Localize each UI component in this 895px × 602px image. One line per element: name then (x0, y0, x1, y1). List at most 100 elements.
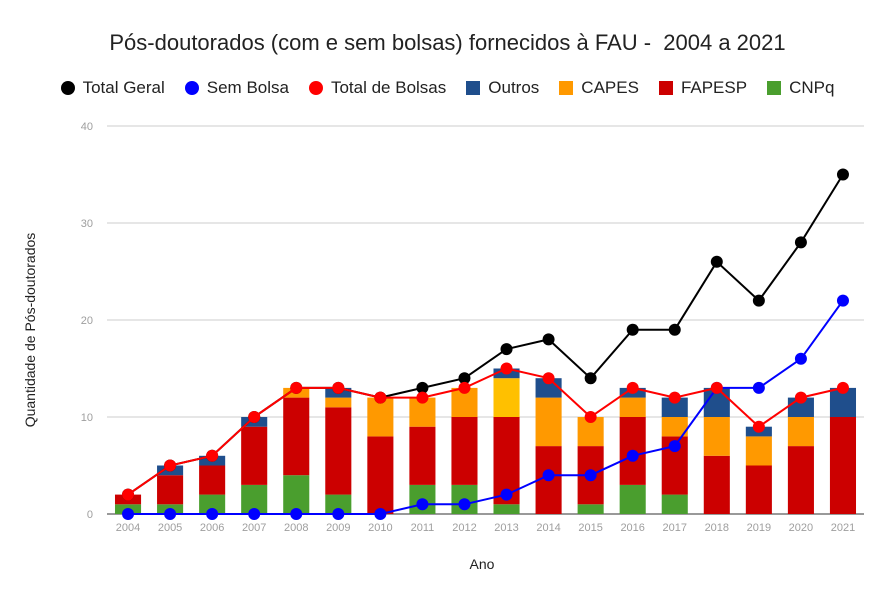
x-tick-label: 2015 (578, 522, 602, 534)
y-tick-label: 0 (87, 509, 93, 521)
x-tick-label: 2017 (663, 522, 687, 534)
x-tick-label: 2009 (326, 522, 350, 534)
bar-cnpq-2009 (325, 494, 352, 514)
chart-title: Pós-doutorados (com e sem bolsas) fornec… (109, 30, 786, 55)
point-total-geral-2018 (710, 255, 723, 268)
legend-swatch (767, 81, 782, 95)
point-total-de-bolsas-2021 (836, 381, 849, 394)
bar-capes-2019 (745, 436, 772, 466)
legend-item: CNPq (767, 78, 834, 98)
legend-item: Total Geral (60, 78, 165, 98)
x-tick-label: 2010 (368, 522, 392, 534)
bar-cnpq-2017 (661, 494, 688, 514)
point-total-de-bolsas-2006 (206, 449, 219, 462)
point-total-geral-2021 (836, 168, 849, 181)
y-tick-label: 30 (81, 218, 93, 230)
bar-fapesp-2010 (367, 436, 394, 514)
point-total-de-bolsas-2020 (794, 391, 807, 404)
x-tick-label: 2004 (116, 522, 140, 534)
legend-label: CNPq (789, 78, 835, 97)
x-tick-label: 2014 (536, 522, 560, 534)
point-sem-bolsa-2006 (206, 508, 219, 520)
x-tick-label: 2005 (158, 522, 182, 534)
line-total-de-bolsas (127, 367, 844, 496)
x-tick-label: 2006 (200, 522, 224, 534)
point-total-de-bolsas-2009 (332, 381, 345, 394)
bar-capes-2017 (661, 417, 688, 437)
point-total-de-bolsas-2012 (458, 381, 471, 394)
legend-label: Total de Bolsas (330, 78, 447, 97)
point-total-de-bolsas-2004 (122, 488, 135, 501)
point-total-de-bolsas-2013 (500, 362, 513, 375)
legend-item: Sem Bolsa (184, 78, 289, 98)
bar-fapesp-2007 (241, 426, 268, 485)
point-total-de-bolsas-2017 (668, 391, 681, 404)
point-sem-bolsa-2007 (248, 508, 261, 520)
point-sem-bolsa-2010 (374, 508, 387, 520)
legend-label: Total Geral (82, 78, 165, 97)
legend-item: Total de Bolsas (308, 78, 447, 98)
x-tick-label: 2008 (284, 522, 308, 534)
point-sem-bolsa-2015 (584, 469, 597, 482)
legend-label: CAPES (581, 78, 639, 97)
legend-item: FAPESP (658, 78, 747, 98)
x-tick-label: 2018 (705, 522, 729, 534)
x-tick-label: 2019 (747, 522, 771, 534)
point-total-de-bolsas-2011 (416, 391, 429, 404)
point-total-geral-2011 (416, 381, 429, 394)
y-tick-label: 10 (81, 412, 93, 424)
legend-swatch (184, 81, 199, 95)
bar-fapesp-2020 (787, 446, 814, 514)
line-sem-bolsa (128, 300, 844, 515)
point-sem-bolsa-2005 (164, 508, 177, 520)
y-tick-label: 40 (81, 121, 93, 133)
x-tick-label: 2020 (789, 522, 813, 534)
point-sem-bolsa-2014 (542, 469, 555, 482)
point-total-de-bolsas-2019 (752, 420, 765, 433)
point-sem-bolsa-2013 (500, 488, 513, 501)
legend-item: CAPES (559, 78, 639, 98)
x-tick-label: 2012 (452, 522, 476, 534)
point-sem-bolsa-2016 (626, 449, 639, 462)
bar-capes-2009 (325, 397, 352, 408)
point-sem-bolsa-2017 (668, 440, 681, 453)
legend-swatch (559, 81, 574, 95)
point-total-geral-2016 (626, 323, 639, 336)
bar-capes-2013 (493, 378, 520, 417)
bar-fapesp-2009 (325, 407, 352, 495)
bar-fapesp-2005 (157, 475, 184, 505)
bar-capes-2016 (619, 397, 646, 417)
legend-swatch (466, 81, 481, 95)
point-total-geral-2020 (794, 236, 807, 249)
bar-fapesp-2018 (703, 455, 730, 514)
bar-cnpq-2006 (199, 494, 226, 514)
point-total-de-bolsas-2016 (626, 381, 639, 394)
bar-cnpq-2013 (493, 504, 520, 514)
point-sem-bolsa-2009 (332, 508, 345, 520)
point-total-de-bolsas-2015 (584, 411, 597, 423)
bar-cnpq-2015 (577, 504, 604, 514)
point-total-de-bolsas-2008 (290, 381, 303, 394)
bar-cnpq-2008 (283, 475, 310, 514)
bar-outros-2017 (661, 397, 688, 417)
point-sem-bolsa-2021 (836, 294, 849, 307)
x-tick-label: 2013 (494, 522, 518, 534)
point-sem-bolsa-2011 (416, 498, 429, 511)
legend-item: Outros (466, 78, 539, 98)
bar-cnpq-2016 (619, 484, 646, 514)
bar-capes-2018 (703, 417, 730, 456)
legend-swatch (658, 81, 673, 95)
point-total-geral-2015 (584, 372, 597, 385)
point-total-geral-2014 (542, 333, 555, 346)
x-tick-label: 2016 (620, 522, 644, 534)
x-axis-label: Ano (469, 556, 495, 572)
point-total-de-bolsas-2010 (374, 391, 387, 404)
bar-fapesp-2011 (409, 426, 436, 485)
point-total-de-bolsas-2018 (710, 381, 723, 394)
point-sem-bolsa-2008 (290, 508, 303, 520)
point-sem-bolsa-2019 (752, 381, 765, 394)
point-total-geral-2012 (458, 372, 471, 385)
x-tick-label: 2021 (831, 522, 855, 534)
point-total-geral-2019 (752, 294, 765, 307)
